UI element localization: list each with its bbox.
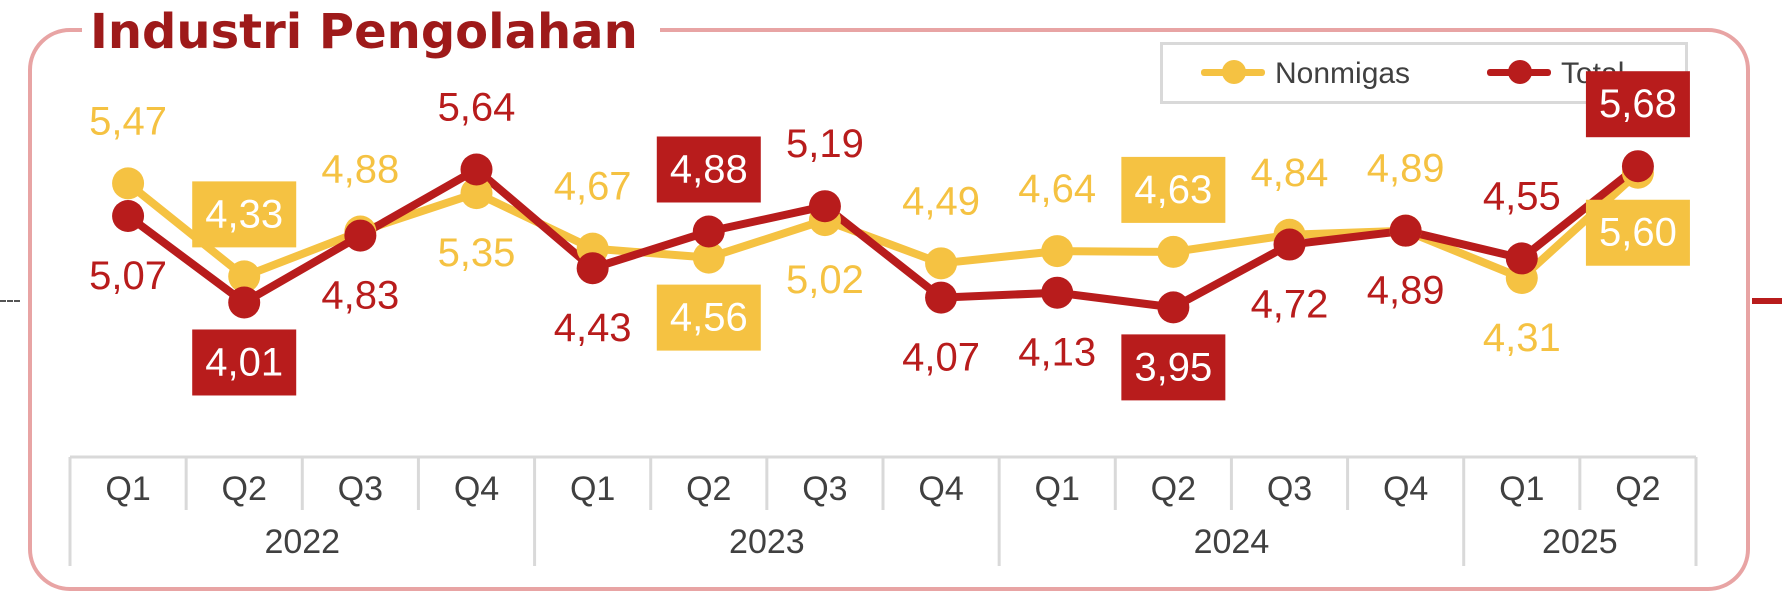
data-point-nonmigas [1041,235,1074,268]
x-tick-label: Q2 [222,470,267,508]
x-tick-label: Q2 [686,470,731,508]
data-label-total: 5,07 [89,254,167,298]
data-point-total [112,199,145,232]
data-label-total: 4,88 [670,147,748,191]
x-tick-label: Q2 [1615,470,1660,508]
data-label-total-box [656,136,761,203]
data-label-total: 4,13 [1018,331,1096,375]
data-label-nonmigas: 4,33 [205,192,283,236]
data-point-total [460,153,493,186]
year-label: 2023 [729,523,805,561]
data-label-nonmigas-box [1121,156,1226,223]
x-tick-label: Q2 [1151,470,1196,508]
legend-marker-total-icon [1508,60,1532,84]
data-label-total: 4,55 [1483,174,1561,218]
data-point-nonmigas [1157,235,1190,268]
chart-frame [28,28,1750,591]
x-tick-label: Q1 [1499,470,1544,508]
data-label-total: 4,89 [1367,269,1445,313]
x-tick-label: Q1 [1035,470,1080,508]
data-label-nonmigas: 4,49 [902,179,980,223]
data-label-nonmigas: 5,02 [786,258,864,302]
x-tick-label: Q4 [918,470,963,508]
x-tick-label: Q1 [105,470,150,508]
data-label-nonmigas: 4,63 [1134,168,1212,212]
data-point-nonmigas [112,167,145,200]
legend-marker-nonmigas-icon [1222,60,1246,84]
year-label: 2025 [1542,523,1618,561]
data-label-nonmigas: 5,35 [438,231,516,275]
data-point-total [576,252,609,285]
data-point-total [1157,291,1190,324]
year-label: 2024 [1194,523,1270,561]
x-tick-label: Q3 [338,470,383,508]
data-point-total [1041,276,1074,309]
data-label-total: 4,83 [321,274,399,318]
data-label-total: 4,01 [205,340,283,384]
right-leader-line [1752,298,1782,304]
x-tick-label: Q4 [454,470,499,508]
data-label-nonmigas: 4,84 [1251,151,1329,195]
data-label-nonmigas: 5,47 [89,99,167,143]
data-point-total [1621,150,1654,183]
data-label-total: 4,43 [554,306,632,350]
legend-label-nonmigas: Nonmigas [1275,57,1411,90]
data-point-total [808,190,841,223]
data-point-nonmigas [925,247,958,280]
data-point-total [692,215,725,248]
series-line-total [125,163,1641,312]
data-point-total [344,219,377,252]
chart-title: Industri Pengolahan [82,2,660,62]
data-label-total: 5,64 [438,85,516,129]
data-label-nonmigas: 4,88 [321,147,399,191]
data-label-total: 5,19 [786,122,864,166]
data-label-nonmigas: 4,89 [1367,147,1445,191]
data-point-nonmigas [228,260,261,293]
data-label-nonmigas: 4,67 [554,165,632,209]
data-label-total-box [1121,334,1226,401]
data-label-nonmigas-box [1585,199,1690,266]
data-label-nonmigas-box [656,284,761,351]
data-label-total-box [1585,71,1690,138]
data-label-total: 4,07 [902,336,980,380]
data-label-total-box [192,329,297,396]
data-label-nonmigas-box [192,181,297,248]
data-label-nonmigas: 4,64 [1018,167,1096,211]
data-point-nonmigas [692,241,725,274]
x-tick-label: Q3 [802,470,847,508]
data-label-total: 4,72 [1251,283,1329,327]
left-leader-line [0,300,20,302]
data-point-nonmigas [460,177,493,210]
data-point-total [1273,228,1306,261]
year-label: 2022 [264,523,340,561]
data-label-total: 3,95 [1134,345,1212,389]
data-point-total [925,281,958,314]
data-label-nonmigas: 4,56 [670,296,748,340]
data-label-nonmigas: 4,31 [1483,316,1561,360]
data-label-nonmigas: 5,60 [1599,211,1677,255]
data-point-total [1505,242,1538,275]
data-point-total [228,286,261,319]
data-label-total: 5,68 [1599,82,1677,126]
x-tick-label: Q4 [1383,470,1428,508]
x-tick-label: Q3 [1267,470,1312,508]
data-point-total [1389,214,1422,247]
x-tick-label: Q1 [570,470,615,508]
